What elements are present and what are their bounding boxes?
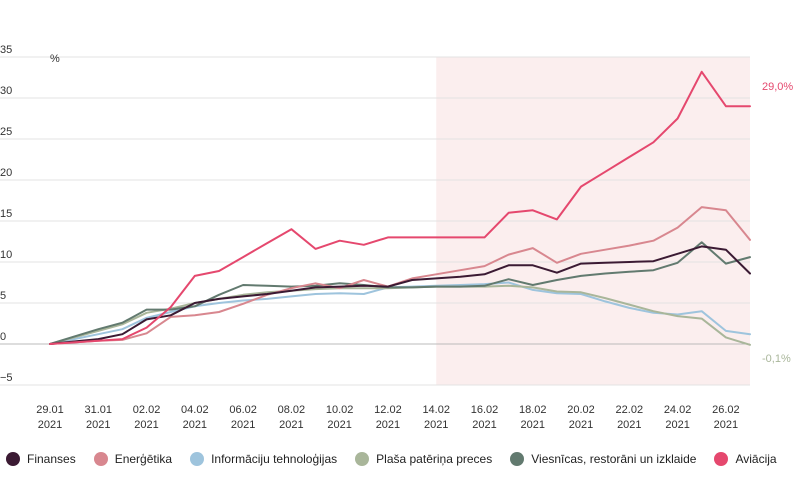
x-tick-date: 08.02 <box>278 404 306 416</box>
legend-item: Aviācija <box>714 452 777 466</box>
y-tick-label: 25 <box>0 126 12 138</box>
x-tick-date: 14.02 <box>422 404 450 416</box>
x-tick-year: 2021 <box>134 419 158 431</box>
x-tick-year: 2021 <box>521 419 545 431</box>
end-labels: 29,0% -0,1% <box>762 81 793 365</box>
y-tick-label: 10 <box>0 249 12 261</box>
legend-swatch <box>714 452 729 466</box>
x-axis: 29.01 2021 31.01 2021 02.02 2021 04.02 2021 06.0… <box>36 404 739 431</box>
x-tick-year: 2021 <box>231 419 255 431</box>
x-tick-date: 24.02 <box>664 404 692 416</box>
x-tick-date: 06.02 <box>229 404 257 416</box>
y-tick-label: 0 <box>0 331 6 343</box>
x-tick-date: 20.02 <box>567 404 595 416</box>
x-tick-date: 16.02 <box>471 404 499 416</box>
legend-swatch <box>93 452 108 466</box>
y-tick-label: −5 <box>0 372 13 384</box>
x-tick-date: 26.02 <box>712 404 740 416</box>
legend-label: Informāciju tehnoloģijas <box>211 452 338 466</box>
legend-item: Finanses <box>6 452 76 466</box>
legend-item: Enerģētika <box>93 452 173 466</box>
series-line-avi-cija <box>49 70 751 345</box>
x-tick-date: 18.02 <box>519 404 547 416</box>
legend-item: Informāciju tehnoloģijas <box>190 452 337 466</box>
y-tick-label: 5 <box>0 290 6 302</box>
x-tick-date: 31.01 <box>85 404 113 416</box>
x-tick-year: 2021 <box>569 419 593 431</box>
x-tick-year: 2021 <box>472 419 496 431</box>
series-lines <box>49 70 751 346</box>
x-tick-year: 2021 <box>424 419 448 431</box>
x-tick-year: 2021 <box>617 419 641 431</box>
x-tick-year: 2021 <box>183 419 207 431</box>
y-tick-label: 30 <box>0 85 12 97</box>
legend-label: Enerģētika <box>114 452 173 466</box>
y-axis: −5 0 5 10 15 20 25 30 35 <box>0 44 13 384</box>
x-tick-date: 04.02 <box>181 404 209 416</box>
legend-label: Plaša patēriņa preces <box>376 452 493 466</box>
x-tick-date: 10.02 <box>326 404 354 416</box>
y-tick-label: 20 <box>0 167 12 179</box>
legend-label: Aviācija <box>735 452 777 466</box>
y-unit-label: % <box>50 53 60 65</box>
y-tick-label: 15 <box>0 208 12 220</box>
x-tick-date: 29.01 <box>36 404 64 416</box>
legend-swatch <box>355 452 370 466</box>
line-chart: −5 0 5 10 15 20 25 30 35 % 29.01 2021 31.01 2021 02.… <box>0 44 793 431</box>
x-tick-date: 12.02 <box>374 404 402 416</box>
x-tick-year: 2021 <box>86 419 110 431</box>
legend-swatch <box>6 452 20 466</box>
end-label: 29,0% <box>762 81 793 93</box>
legend-item: Plaša patēriņa preces <box>355 452 492 466</box>
x-tick-year: 2021 <box>376 419 400 431</box>
y-tick-label: 35 <box>0 44 12 56</box>
legend-swatch <box>190 452 205 466</box>
legend: Finanses Enerģētika Informāciju tehnoloģij… <box>0 448 800 470</box>
x-tick-year: 2021 <box>279 419 303 431</box>
x-tick-date: 22.02 <box>616 404 644 416</box>
series-line-finanses <box>49 245 751 345</box>
end-label: -0,1% <box>762 353 791 365</box>
x-tick-year: 2021 <box>327 419 351 431</box>
x-tick-date: 02.02 <box>133 404 161 416</box>
legend-swatch <box>510 452 525 466</box>
legend-label: Viesnīcas, restorāni un izklaide <box>531 452 697 466</box>
grid-lines <box>0 56 750 386</box>
legend-item: Viesnīcas, restorāni un izklaide <box>510 452 696 466</box>
x-tick-year: 2021 <box>38 419 62 431</box>
legend-label: Finanses <box>27 452 76 466</box>
x-tick-year: 2021 <box>714 419 738 431</box>
x-tick-year: 2021 <box>665 419 689 431</box>
